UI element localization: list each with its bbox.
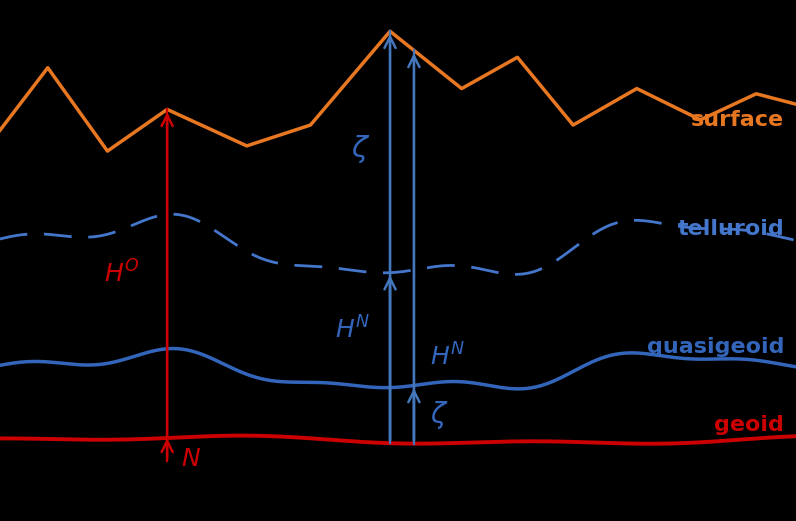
Text: $H^N$: $H^N$	[335, 317, 370, 344]
Text: surface: surface	[691, 110, 784, 130]
Text: geoid: geoid	[714, 415, 784, 436]
Text: $\zeta$: $\zeta$	[351, 133, 370, 165]
Text: $\zeta$: $\zeta$	[430, 399, 448, 430]
Text: telluroid: telluroid	[677, 219, 784, 239]
Text: $N$: $N$	[181, 448, 201, 472]
Text: quasigeoid: quasigeoid	[646, 337, 784, 357]
Text: $H^N$: $H^N$	[430, 343, 465, 370]
Text: $H^O$: $H^O$	[103, 260, 139, 287]
